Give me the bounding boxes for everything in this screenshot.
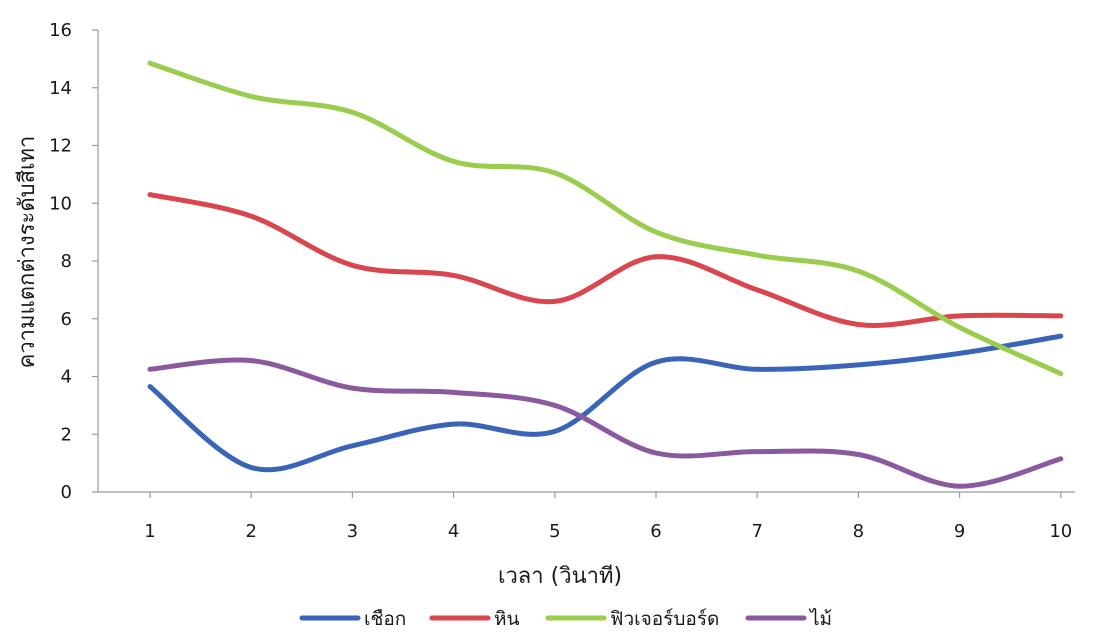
x-tick-label: 3 [347,521,358,542]
x-axis-ticks: 1 2 3 4 5 6 7 8 9 10 [144,492,1072,542]
series-line-1 [147,333,1064,473]
y-axis-label: ความแตกต่างระดับสีเทา [15,136,40,369]
legend-label: หิน [494,608,520,630]
legend-label: ไม้ [808,608,832,630]
y-tick-label: 4 [61,367,72,388]
y-tick-label: 16 [49,20,72,41]
y-tick-label: 10 [49,193,72,214]
x-tick-label: 4 [448,521,459,542]
x-tick-label: 8 [853,521,864,542]
x-tick-label: 6 [650,521,661,542]
legend-label: เชือก [364,608,406,630]
chart-axes [97,30,1075,493]
x-tick-label: 10 [1049,521,1072,542]
chart-series [147,60,1064,489]
y-tick-label: 0 [61,482,72,503]
x-tick-label: 9 [954,521,965,542]
x-tick-label: 7 [751,521,762,542]
y-tick-label: 6 [61,309,72,330]
y-tick-label: 14 [49,78,72,99]
y-tick-label: 2 [61,424,72,445]
series-line-2 [147,192,1064,328]
series-line-3 [147,60,1064,377]
y-axis-ticks: 0 2 4 6 8 10 12 14 16 [49,20,98,503]
series-line-4 [147,357,1064,489]
x-axis-label: เวลา (วินาที) [498,564,622,589]
x-tick-label: 5 [549,521,560,542]
legend-label: ฟิวเจอร์บอร์ด [610,608,719,630]
x-tick-label: 2 [245,521,256,542]
y-tick-label: 12 [49,136,72,157]
y-tick-label: 8 [61,251,72,272]
chart-legend: เชือก หิน ฟิวเจอร์บอร์ด ไม้ [299,608,832,630]
x-tick-label: 1 [144,521,155,542]
